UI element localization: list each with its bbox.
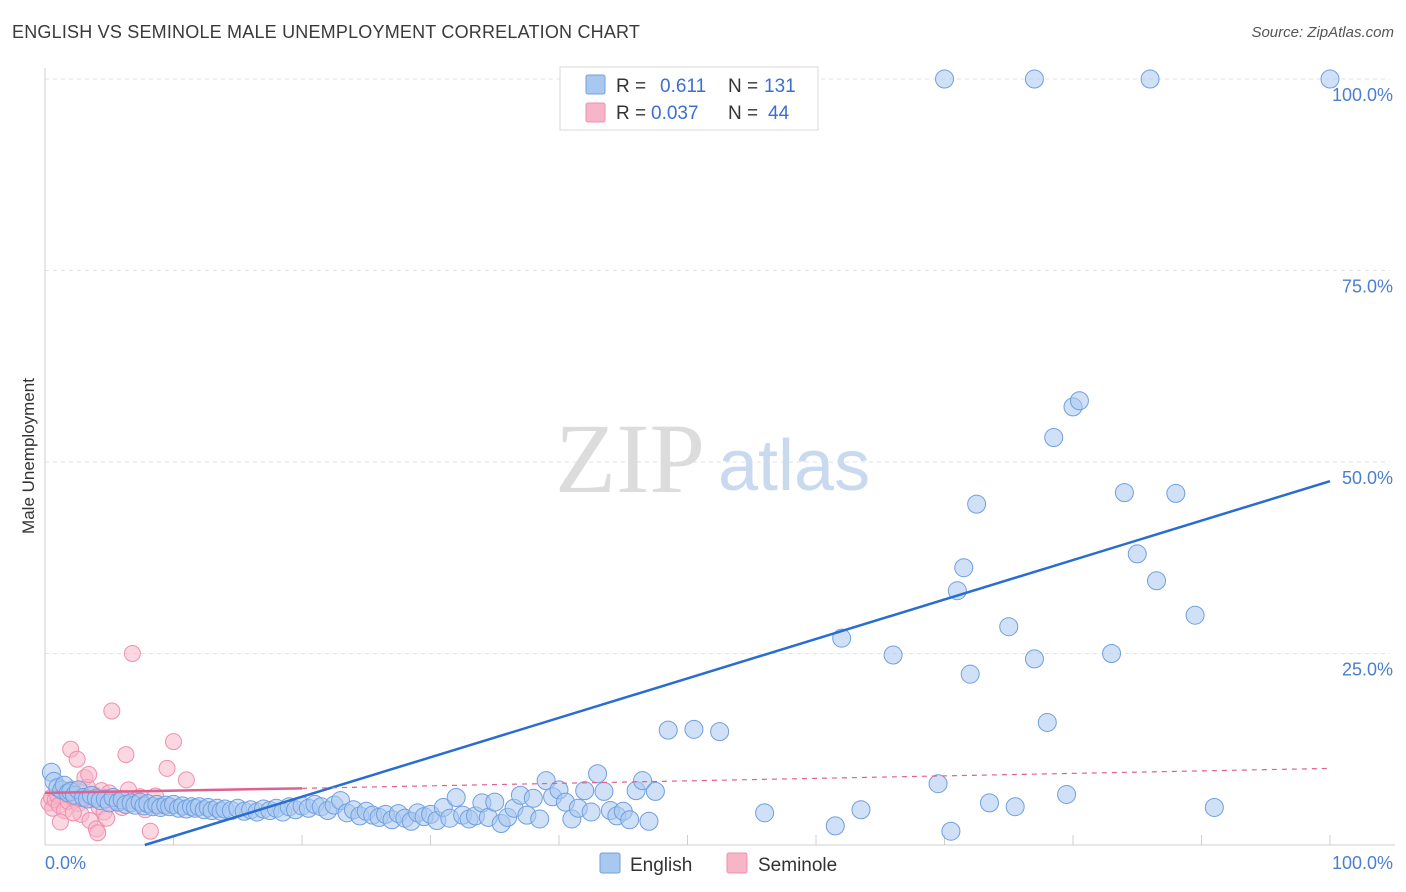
english-point [954, 558, 974, 578]
english-point [575, 781, 595, 801]
y-tick-label-0: 25.0% [1342, 660, 1393, 680]
legend-n-label-seminole: N = [728, 103, 758, 124]
y-tick-label-2: 75.0% [1342, 277, 1393, 297]
english-point [1102, 644, 1122, 663]
bottom-legend: English Seminole [599, 852, 837, 876]
english-point [684, 719, 704, 739]
english-point [658, 720, 678, 740]
english-point [536, 771, 556, 791]
english-trendline [144, 479, 1331, 847]
legend-r-value-seminole: 0.037 [651, 103, 699, 124]
seminole-point [165, 733, 182, 751]
y-tick-label-1: 50.0% [1342, 468, 1393, 488]
seminole-point [158, 759, 176, 777]
seminole-trendline-dashed [301, 767, 1331, 789]
legend: R = 0.611 N = 131 R = 0.037 N = 44 [559, 66, 819, 131]
english-point [1147, 571, 1167, 591]
seminole-point [177, 771, 195, 789]
legend-r-label-english: R = [616, 76, 646, 97]
legend-r-value-english: 0.611 [660, 76, 706, 97]
english-point [979, 793, 999, 813]
seminole-trendline [44, 787, 303, 795]
seminole-point [123, 645, 141, 662]
legend-swatch-english [585, 74, 606, 95]
seminole-point [89, 824, 107, 842]
english-point [530, 809, 550, 829]
trendlines [44, 479, 1331, 847]
tick-labels: 25.0% 50.0% 75.0% 100.0% 0.0% 100.0% [45, 85, 1393, 873]
seminole-point [141, 822, 159, 840]
bottom-legend-seminole: Seminole [758, 855, 837, 876]
english-point [1204, 797, 1224, 817]
english-point [1057, 784, 1077, 804]
bottom-legend-swatch-seminole [726, 852, 748, 874]
legend-swatch-seminole [585, 102, 606, 123]
y-axis-label: Male Unemployment [19, 378, 38, 534]
english-point [620, 810, 640, 830]
x-tick-label-0: 0.0% [45, 853, 86, 873]
legend-r-label-seminole: R = [616, 103, 646, 124]
english-point [645, 781, 665, 801]
english-point [960, 664, 980, 684]
english-point [594, 781, 614, 801]
english-point [633, 771, 653, 791]
chart-title: ENGLISH VS SEMINOLE MALE UNEMPLOYMENT CO… [12, 22, 641, 42]
english-point [581, 802, 601, 822]
seminole-point [98, 809, 116, 827]
watermark-zip: ZIP [555, 403, 705, 514]
english-point [1024, 649, 1044, 669]
english-point [710, 722, 730, 742]
english-point [999, 617, 1019, 637]
english-point [883, 645, 903, 665]
english-point [755, 803, 775, 823]
english-point [825, 816, 845, 836]
english-point [1127, 544, 1147, 564]
legend-n-label-english: N = [728, 76, 758, 97]
english-point [1114, 483, 1134, 503]
bottom-legend-english: English [630, 855, 692, 876]
legend-n-value-english: 131 [764, 76, 796, 97]
english-point [1069, 391, 1089, 411]
source-label: Source: ZipAtlas.com [1251, 24, 1394, 41]
x-tick-label-1: 100.0% [1332, 853, 1393, 873]
y-tick-label-3: 100.0% [1332, 85, 1393, 105]
english-point [446, 788, 466, 808]
english-point [935, 69, 954, 89]
english-point [485, 792, 505, 812]
english-point [1320, 69, 1340, 89]
seminole-point [51, 813, 69, 831]
english-point [1037, 712, 1057, 732]
seminole-point [103, 702, 121, 720]
english-point [639, 811, 659, 831]
bottom-legend-swatch-english [599, 852, 621, 874]
english-point [967, 494, 987, 514]
english-point [941, 821, 961, 841]
legend-n-value-seminole: 44 [768, 103, 790, 124]
english-point [1024, 69, 1044, 89]
english-point [1185, 605, 1205, 625]
watermark-atlas: atlas [718, 426, 870, 506]
english-point [1005, 797, 1025, 817]
english-point [1166, 483, 1186, 503]
seminole-point [68, 750, 86, 768]
seminole-point [117, 746, 135, 764]
english-point [1044, 427, 1064, 447]
english-point [928, 774, 948, 794]
seminole-point [64, 804, 82, 822]
seminole-point [80, 766, 98, 784]
grid-lines [45, 78, 1390, 654]
english-point [523, 788, 543, 808]
english-point [588, 764, 608, 784]
english-point [1140, 69, 1160, 89]
english-point [851, 800, 871, 820]
